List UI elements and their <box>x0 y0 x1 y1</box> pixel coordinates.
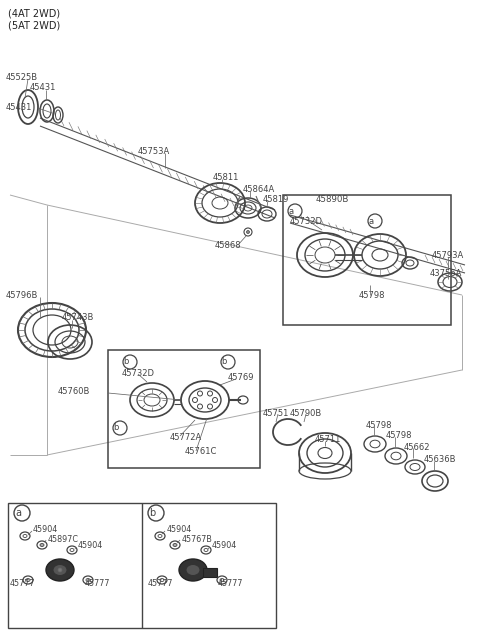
Text: 45819: 45819 <box>263 195 289 204</box>
Circle shape <box>58 568 62 572</box>
Text: 45777: 45777 <box>85 579 110 588</box>
Circle shape <box>247 230 250 233</box>
Text: 45798: 45798 <box>359 291 385 300</box>
Text: 45890B: 45890B <box>316 195 349 205</box>
Text: 45864A: 45864A <box>243 186 275 195</box>
Text: 45711: 45711 <box>315 436 341 445</box>
Text: 45796B: 45796B <box>6 291 38 300</box>
Text: 45772A: 45772A <box>170 432 202 441</box>
Bar <box>8 503 276 628</box>
Text: b: b <box>113 424 119 432</box>
Text: 45777: 45777 <box>148 579 173 588</box>
Text: a: a <box>288 207 294 216</box>
Text: 45777: 45777 <box>218 579 243 588</box>
Bar <box>108 350 260 468</box>
Ellipse shape <box>40 544 44 546</box>
Text: 45732D: 45732D <box>122 370 155 378</box>
Text: 45897C: 45897C <box>48 534 79 544</box>
Ellipse shape <box>173 544 177 546</box>
Text: (4AT 2WD): (4AT 2WD) <box>8 9 60 19</box>
Text: 45751: 45751 <box>263 408 289 417</box>
Text: 45753A: 45753A <box>138 148 170 156</box>
Text: 45793A: 45793A <box>432 251 464 259</box>
Text: 45761C: 45761C <box>185 448 217 457</box>
Text: 45798: 45798 <box>366 420 393 429</box>
Text: 45431: 45431 <box>30 83 56 92</box>
Text: 45431: 45431 <box>6 102 32 111</box>
Text: b: b <box>149 508 155 518</box>
Bar <box>203 568 217 577</box>
Bar <box>283 195 451 325</box>
Text: 45662: 45662 <box>404 443 431 452</box>
Ellipse shape <box>53 565 67 576</box>
Text: 45811: 45811 <box>213 174 240 183</box>
Ellipse shape <box>179 559 207 581</box>
Text: 45636B: 45636B <box>424 455 456 464</box>
Text: 45732D: 45732D <box>290 218 323 226</box>
Text: 45904: 45904 <box>167 525 192 534</box>
Text: 45904: 45904 <box>212 541 237 551</box>
Text: (5AT 2WD): (5AT 2WD) <box>8 20 60 30</box>
Text: 45904: 45904 <box>78 541 103 551</box>
Ellipse shape <box>46 559 74 581</box>
Text: b: b <box>221 357 227 366</box>
Text: 45868: 45868 <box>215 240 241 249</box>
Text: a: a <box>15 508 21 518</box>
Text: 45743B: 45743B <box>62 314 95 322</box>
Ellipse shape <box>186 565 200 576</box>
Text: 45525B: 45525B <box>6 73 38 81</box>
Text: b: b <box>123 357 129 366</box>
Text: 45798: 45798 <box>386 431 412 441</box>
Text: 45904: 45904 <box>33 525 58 534</box>
Text: a: a <box>369 216 373 226</box>
Text: 45767B: 45767B <box>182 534 213 544</box>
Text: 43756A: 43756A <box>430 268 462 277</box>
Text: 45760B: 45760B <box>58 387 90 396</box>
Text: 45777: 45777 <box>10 579 36 588</box>
Text: 45790B: 45790B <box>290 408 322 417</box>
Text: 45769: 45769 <box>228 373 254 382</box>
